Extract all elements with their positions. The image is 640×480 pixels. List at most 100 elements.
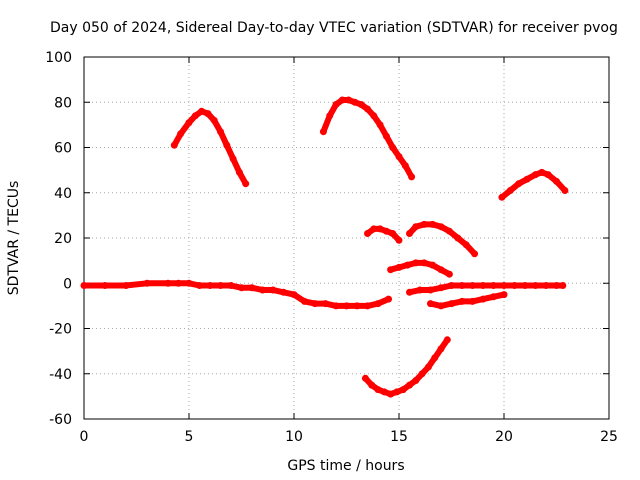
data-point (387, 390, 395, 398)
y-tick-label: 40 (54, 186, 72, 202)
data-series (80, 96, 569, 398)
x-tick-label: 25 (600, 429, 618, 445)
data-point (448, 300, 455, 308)
data-point (364, 105, 371, 113)
data-point (559, 282, 567, 289)
series-arc-8 (406, 282, 567, 296)
data-point (416, 286, 424, 294)
data-point (406, 230, 413, 237)
data-point (332, 101, 340, 108)
data-point (185, 119, 193, 127)
data-point (424, 363, 432, 371)
data-point (395, 236, 403, 244)
y-tick-label: 60 (54, 141, 72, 157)
data-point (185, 279, 193, 287)
data-point (223, 141, 231, 149)
data-point (448, 282, 455, 289)
data-point (177, 130, 185, 138)
series-arc-10 (361, 336, 451, 398)
data-point (290, 291, 298, 299)
data-point (101, 282, 109, 289)
data-point (431, 354, 439, 362)
data-point (479, 282, 487, 289)
data-point (364, 230, 371, 237)
data-point (561, 187, 569, 194)
data-point (322, 300, 329, 308)
data-point (521, 282, 529, 289)
data-point (204, 110, 212, 118)
y-axis-label: SDTVAR / TECUs (6, 181, 22, 296)
data-point (80, 282, 88, 289)
data-point (191, 112, 199, 120)
data-point (418, 370, 426, 378)
plot-frame (83, 56, 610, 420)
data-point (229, 155, 237, 163)
x-tick-label: 0 (80, 429, 89, 445)
data-point (401, 162, 409, 170)
data-point (242, 180, 250, 188)
series-arc-2 (319, 96, 416, 181)
data-point (490, 282, 497, 289)
data-point (458, 282, 466, 289)
data-point (357, 101, 365, 108)
data-point (437, 266, 445, 274)
x-tick-label: 15 (390, 429, 408, 445)
data-point (412, 223, 420, 231)
data-point (437, 284, 445, 292)
data-point (370, 225, 378, 233)
data-point (326, 112, 334, 120)
data-point (420, 220, 428, 228)
x-tick-label: 5 (185, 429, 194, 445)
data-point (532, 282, 539, 289)
data-point (338, 96, 346, 104)
data-point (437, 302, 445, 310)
data-point (469, 297, 476, 305)
data-point (382, 132, 390, 140)
series-line (406, 282, 566, 296)
data-point (345, 96, 353, 104)
data-point (427, 300, 434, 308)
data-point (389, 230, 397, 237)
data-point (385, 295, 392, 303)
data-point (393, 388, 401, 396)
grid-lines (84, 57, 609, 419)
data-point (395, 263, 403, 271)
data-point (408, 173, 416, 181)
data-point (420, 259, 428, 267)
data-point (498, 193, 506, 201)
y-tick-label: -60 (49, 412, 72, 428)
y-tick-label: 0 (63, 276, 72, 292)
data-point (332, 302, 340, 310)
data-point (170, 141, 178, 149)
data-point (412, 259, 420, 267)
data-point (248, 284, 256, 292)
data-point (445, 270, 453, 278)
data-point (511, 282, 518, 289)
data-point (553, 177, 560, 185)
data-point (403, 261, 411, 269)
data-point (412, 377, 420, 384)
x-tick-label: 20 (495, 429, 513, 445)
data-point (280, 288, 287, 296)
data-point (542, 282, 550, 289)
series-arc-3 (498, 168, 569, 201)
data-point (382, 227, 390, 235)
data-point (437, 223, 445, 231)
data-point (387, 266, 395, 274)
data-point (235, 168, 243, 176)
data-point (198, 107, 206, 115)
data-point (437, 345, 445, 353)
series-arc-4 (364, 225, 403, 244)
data-point (553, 282, 560, 289)
data-point (389, 144, 397, 151)
y-tick-label: -40 (49, 367, 72, 383)
data-point (364, 302, 371, 310)
data-point (443, 336, 451, 344)
series-arc-1 (170, 107, 250, 188)
data-point (269, 286, 277, 294)
series-arc-6 (387, 259, 453, 278)
data-point (164, 279, 172, 287)
series-line (171, 108, 249, 187)
chart-title: Day 050 of 2024, Sidereal Day-to-day VTE… (50, 20, 618, 36)
